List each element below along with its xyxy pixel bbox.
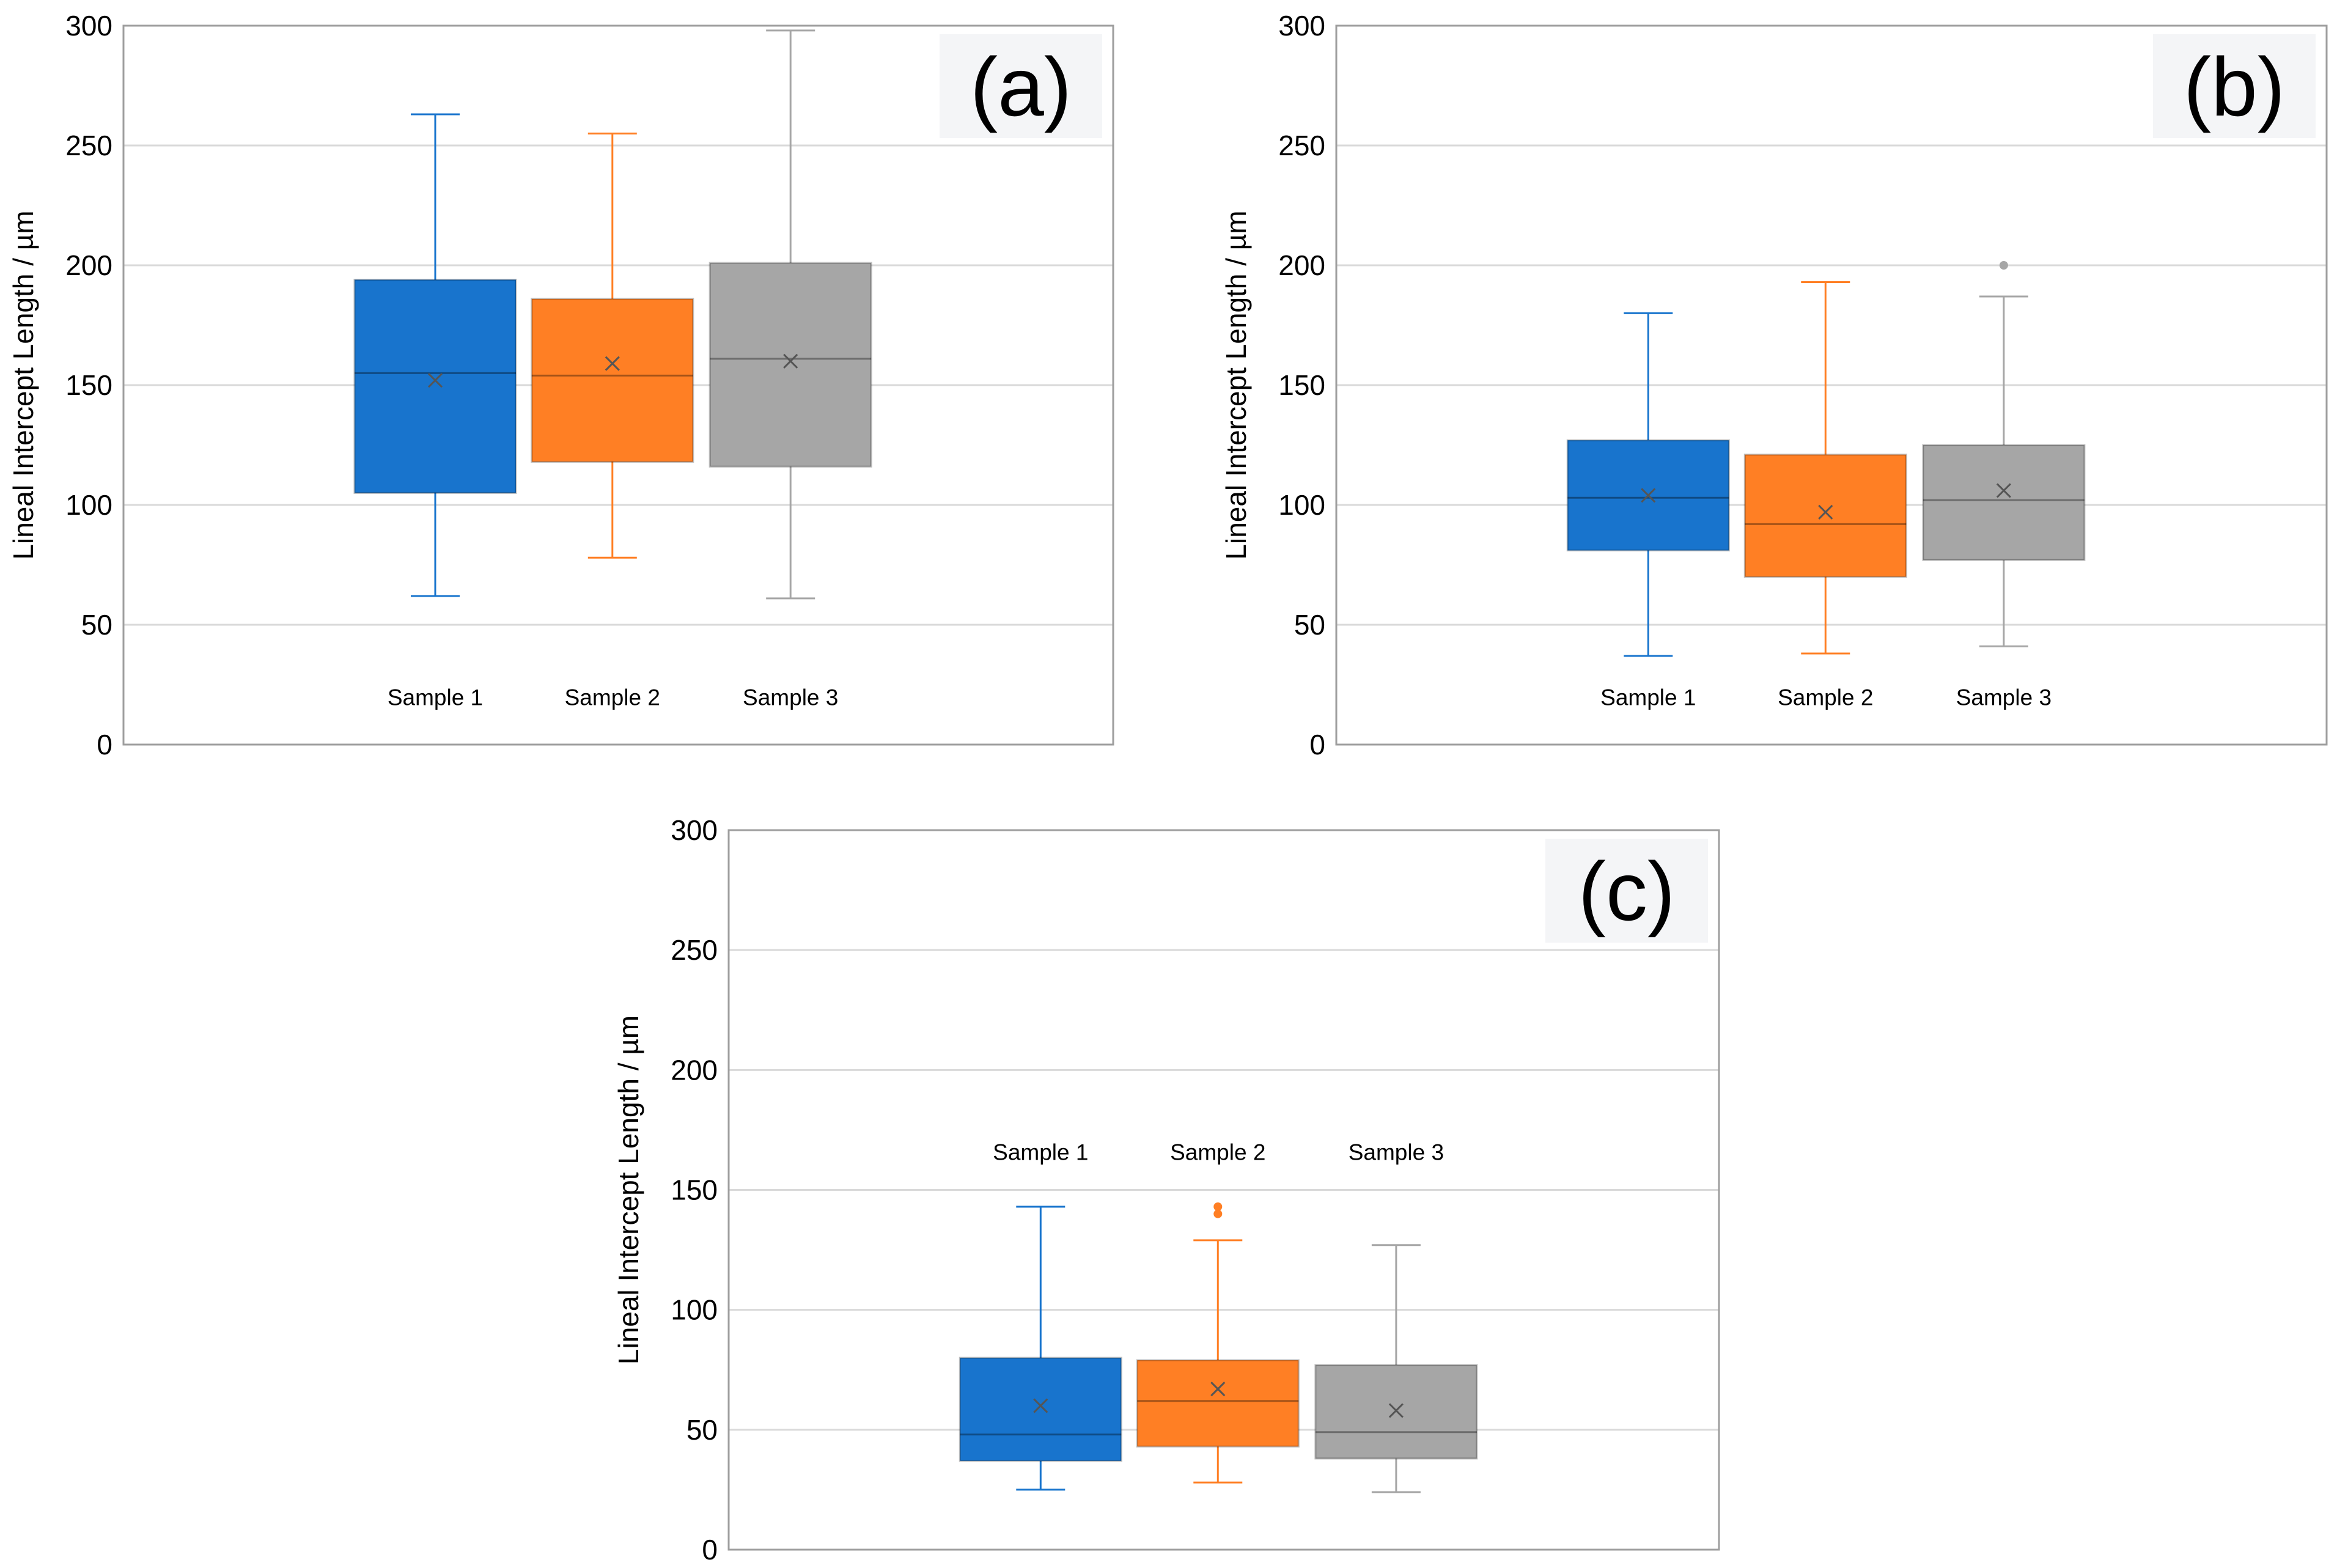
category-label: Sample 2 [565,685,660,710]
box-series-3: Sample 3 [1922,261,2086,710]
mean-marker [427,373,443,388]
mean-marker [1388,1403,1404,1418]
y-axis-title: Lineal Intercept Length / µm [7,210,39,559]
panel-label: (b) [2184,40,2285,133]
category-label: Sample 2 [1778,685,1873,710]
y-tick-label: 0 [1309,729,1325,760]
box-iqr [1136,1359,1300,1448]
panel-label-background [940,34,1102,138]
outlier-point [1213,1202,1223,1211]
box-series-3: Sample 3 [1314,1140,1478,1493]
y-tick-label: 50 [1294,609,1325,641]
box-iqr [1743,454,1907,578]
panel-label-background [2153,34,2316,138]
y-tick-label: 0 [702,1534,718,1566]
box-iqr [1922,444,2086,561]
mean-marker [1033,1398,1048,1413]
box-series-1: Sample 1 [959,1140,1122,1491]
panel-label-background [1545,839,1708,943]
y-tick-label: 300 [1278,10,1325,42]
y-tick-label: 50 [686,1414,718,1446]
y-tick-label: 100 [1278,489,1325,521]
y-tick-label: 0 [97,729,112,760]
chart-panel-1: 0 50 100 150 200 250 300 Lineal Intercept Lengt… [7,10,1114,760]
chart-panel-3: 0 50 100 150 200 250 300 Lineal Intercept Lengt… [613,814,1720,1566]
y-tick-label: 150 [1278,369,1325,401]
y-axis-title: Lineal Intercept Length / µm [1220,210,1252,559]
box-series-1: Sample 1 [353,113,517,710]
box-series-1: Sample 1 [1566,312,1730,710]
y-tick-label: 250 [1278,130,1325,161]
mean-marker [1818,504,1833,520]
y-tick-label: 200 [671,1054,718,1086]
mean-marker [1210,1382,1226,1397]
plot-frame [122,24,1114,746]
box-series-2: Sample 2 [1136,1140,1300,1484]
y-tick-label: 250 [671,934,718,966]
y-axis-title: Lineal Intercept Length / µm [613,1015,644,1364]
category-label: Sample 3 [743,685,838,710]
outlier-point [1213,1209,1223,1218]
outlier-point [1999,261,2008,270]
y-tick-label: 300 [65,10,112,42]
category-label: Sample 3 [1956,685,2052,710]
panel-label: (a) [970,40,1072,133]
mean-marker [605,356,620,371]
category-label: Sample 2 [1170,1140,1265,1165]
y-tick-label: 100 [65,489,112,521]
box-series-2: Sample 2 [531,132,694,710]
box-iqr [959,1356,1122,1462]
y-tick-label: 150 [65,369,112,401]
category-label: Sample 3 [1349,1140,1444,1165]
panel-label: (c) [1578,845,1676,938]
y-tick-label: 200 [65,249,112,281]
box-series-2: Sample 2 [1743,281,1907,710]
category-label: Sample 1 [388,685,483,710]
category-label: Sample 1 [1600,685,1696,710]
box-iqr [353,279,517,494]
mean-marker [1641,488,1656,503]
plot-frame [1335,24,2328,746]
category-label: Sample 1 [993,1140,1088,1165]
box-series-3: Sample 3 [708,29,872,710]
box-iqr [708,262,872,468]
y-tick-label: 300 [671,814,718,846]
y-tick-label: 100 [671,1294,718,1326]
y-tick-label: 250 [65,130,112,161]
mean-marker [783,353,798,369]
y-tick-label: 150 [671,1174,718,1206]
mean-marker [1996,483,2011,498]
chart-panel-2: 0 50 100 150 200 250 300 Lineal Intercept Lengt… [1220,10,2328,760]
plot-frame [727,829,1720,1551]
box-iqr [531,298,694,463]
y-tick-label: 200 [1278,249,1325,281]
y-tick-label: 50 [81,609,112,641]
